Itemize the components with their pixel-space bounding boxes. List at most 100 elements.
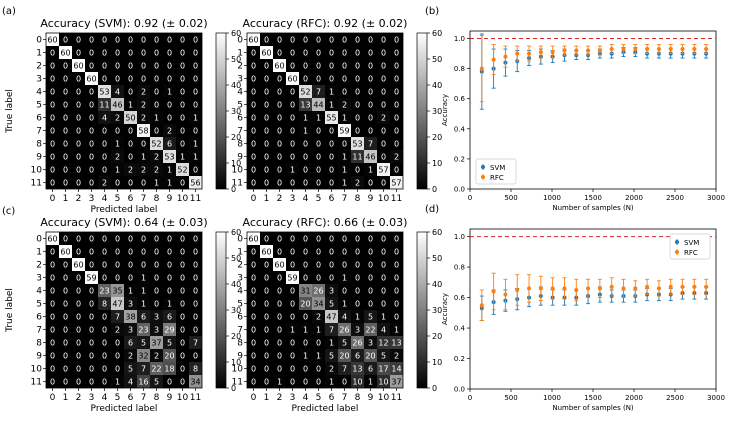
cm-cell <box>338 245 351 258</box>
cm-cell-value: 4 <box>342 313 347 322</box>
y-tick-label: 7 <box>237 127 243 137</box>
cm-cell-value: 17 <box>378 365 388 374</box>
cm-cell-value: 5 <box>368 313 373 322</box>
cm-cell <box>351 98 364 111</box>
cm-cell-value: 0 <box>290 62 295 71</box>
cm-cell <box>247 176 260 189</box>
cm-cell <box>72 271 85 284</box>
cm-cell <box>338 349 351 362</box>
cm-cell <box>111 284 124 297</box>
cm-cell <box>377 245 390 258</box>
cm-cell-value: 0 <box>251 62 256 71</box>
cm-cell-value: 0 <box>63 114 68 123</box>
cm-cell-value: 0 <box>102 274 107 283</box>
cm-cell-value: 0 <box>115 62 120 71</box>
y-axis-label: Accuracy <box>441 94 449 126</box>
cm-cell-value: 0 <box>128 127 133 136</box>
cm-cell <box>299 245 312 258</box>
y-tick-label: 0 <box>237 36 243 46</box>
cm-cell <box>325 85 338 98</box>
cm-cell-value: 0 <box>167 287 172 296</box>
cm-cell <box>163 232 176 245</box>
cm-cell <box>137 232 150 245</box>
cm-cell <box>312 124 325 137</box>
cm-cell-value: 0 <box>102 127 107 136</box>
x-tick-label: 6 <box>128 194 134 204</box>
cm-cell-value: 7 <box>329 326 334 335</box>
cm-cell-value: 0 <box>180 339 185 348</box>
cm-cell <box>189 323 202 336</box>
cm-cell <box>273 85 286 98</box>
y-tick-label: 0.4 <box>454 125 466 133</box>
cm-cell <box>98 150 111 163</box>
cm-cell-value: 29 <box>164 326 174 335</box>
cm-cell-value: 0 <box>50 261 55 270</box>
colorbar-tick-label: 30 <box>432 306 442 315</box>
cm-cell-value: 1 <box>303 127 308 136</box>
cm-cell <box>85 271 98 284</box>
cm-cell-value: 6 <box>128 339 133 348</box>
cm-cell-value: 0 <box>303 36 308 45</box>
data-point <box>527 286 532 291</box>
legend-marker <box>481 175 485 179</box>
cm-cell <box>286 349 299 362</box>
cm-cell-value: 0 <box>394 36 399 45</box>
cm-cell <box>377 33 390 46</box>
cm-cell <box>150 33 163 46</box>
cm-cell-value: 59 <box>86 274 96 283</box>
cm-cell <box>377 310 390 323</box>
cm-cell-value: 7 <box>193 339 198 348</box>
cm-cell-value: 0 <box>63 179 68 188</box>
x-tick-label: 2500 <box>666 394 684 402</box>
cm-cell <box>351 59 364 72</box>
cm-title: Accuracy (SVM): 0.92 (± 0.02) <box>40 17 207 30</box>
cm-cell-value: 0 <box>381 49 386 58</box>
cm-cell <box>364 150 377 163</box>
cm-cell <box>176 258 189 271</box>
cm-cell <box>286 46 299 59</box>
y-tick-label: 0.2 <box>454 355 465 363</box>
cm-cell-value: 0 <box>381 75 386 84</box>
y-tick-label: 5 <box>36 101 42 111</box>
cm-cell-value: 0 <box>303 261 308 270</box>
cm-cell <box>72 349 85 362</box>
cm-cell <box>85 150 98 163</box>
cm-cell-value: 1 <box>167 166 172 175</box>
cm-cell-value: 0 <box>329 248 334 257</box>
cm-cell-value: 0 <box>342 88 347 97</box>
cm-cell <box>325 150 338 163</box>
cm-cell-value: 52 <box>151 140 161 149</box>
cm-cell <box>286 258 299 271</box>
cm-cell <box>364 59 377 72</box>
cm-cell-value: 0 <box>355 287 360 296</box>
cm-cell <box>312 258 325 271</box>
cm-cell-value: 53 <box>99 88 109 97</box>
cm-cell-value: 0 <box>329 274 334 283</box>
cm-cell-value: 13 <box>352 365 362 374</box>
cm-cell-value: 0 <box>381 248 386 257</box>
cm-cell-value: 0 <box>50 339 55 348</box>
cm-cell <box>299 137 312 150</box>
cm-cell <box>150 375 163 388</box>
colorbar-tick-label: 50 <box>432 55 442 64</box>
colorbar-tick-label: 0 <box>231 384 236 393</box>
cm-cell <box>260 46 273 59</box>
x-tick-label: 9 <box>167 393 173 403</box>
cm-cell <box>150 258 163 271</box>
cm-cell-value: 5 <box>329 352 334 361</box>
cm-cell <box>325 284 338 297</box>
cm-cell-value: 0 <box>102 49 107 58</box>
cm-cell-value: 4 <box>381 326 386 335</box>
cm-cell-value: 0 <box>63 313 68 322</box>
x-tick-label: 7 <box>342 393 348 403</box>
cm-cell <box>312 111 325 124</box>
cm-cell <box>390 258 403 271</box>
data-point <box>562 48 567 53</box>
x-tick-label: 0 <box>468 394 472 402</box>
cm-cell <box>325 59 338 72</box>
cm-cell-value: 11 <box>99 101 109 110</box>
cm-cell <box>364 137 377 150</box>
cm-cell <box>189 124 202 137</box>
cm-cell-value: 0 <box>193 235 198 244</box>
cm-cell <box>124 163 137 176</box>
